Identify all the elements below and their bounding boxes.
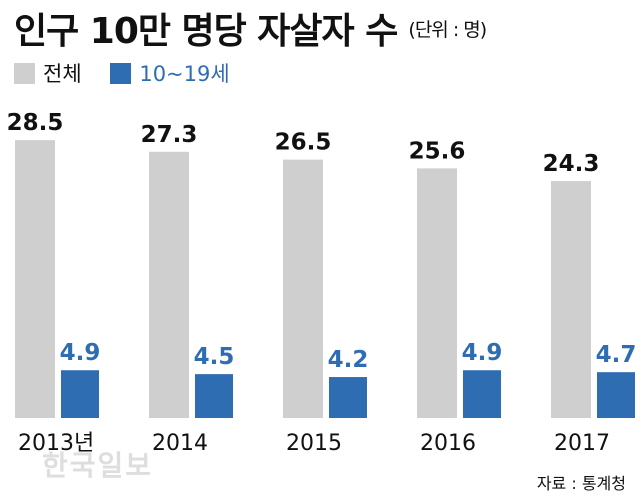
chart-unit: (단위 : 명) [408, 18, 487, 41]
value-label-teen-2013: 4.9 [60, 340, 101, 366]
bar-total-2014 [149, 151, 189, 418]
bar-total-2013 [15, 140, 55, 418]
value-label-total-2015: 26.5 [275, 130, 332, 156]
value-label-teen-2015: 4.2 [328, 347, 369, 373]
bar-total-2015 [283, 159, 323, 418]
bar-teen-2014 [195, 374, 233, 418]
value-label-teen-2017: 4.7 [596, 342, 637, 368]
legend-label-total: 전체 [43, 62, 82, 86]
value-label-teen-2014: 4.5 [194, 344, 235, 370]
legend-label-teen: 10~19세 [139, 62, 230, 86]
x-tick-label-2017: 2017 [554, 431, 610, 456]
bar-teen-2016 [463, 370, 501, 418]
value-label-total-2013: 28.5 [7, 110, 64, 136]
value-label-teen-2016: 4.9 [462, 340, 503, 366]
chart-title: 인구 10만 명당 자살자 수 [14, 11, 398, 52]
value-label-total-2014: 27.3 [141, 122, 198, 148]
source-text: 자료 : 통계청 [536, 474, 626, 493]
x-tick-label-2016: 2016 [420, 431, 476, 456]
bar-teen-2017 [597, 372, 635, 418]
bar-total-2016 [417, 168, 457, 418]
x-tick-label-2013: 2013년 [18, 431, 94, 456]
bar-teen-2015 [329, 377, 367, 418]
legend-swatch-total [14, 62, 35, 84]
legend: 전체 10~19세 [14, 58, 252, 89]
bar-total-2017 [551, 181, 591, 418]
legend-item-total: 전체 [14, 58, 82, 88]
watermark-logo: 한국일보 [42, 449, 154, 482]
x-tick-label-2014: 2014 [152, 431, 208, 456]
legend-item-teen: 10~19세 [110, 58, 230, 88]
value-label-total-2017: 24.3 [543, 151, 600, 177]
legend-swatch-teen [110, 62, 132, 84]
title-row: 인구 10만 명당 자살자 수 (단위 : 명) [14, 2, 487, 54]
bar-teen-2013 [61, 370, 99, 418]
value-label-total-2016: 25.6 [409, 138, 466, 164]
x-tick-label-2015: 2015 [286, 431, 342, 456]
